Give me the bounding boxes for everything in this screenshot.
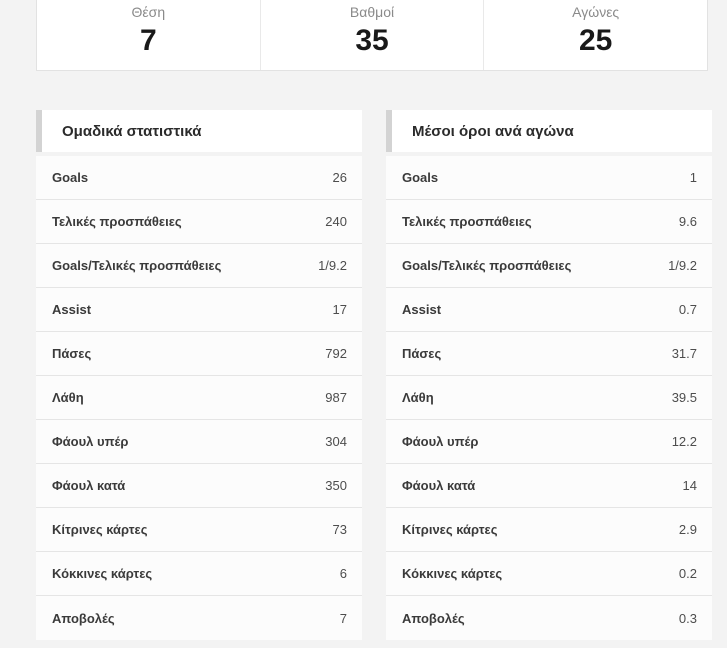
stat-value: 12.2 — [671, 434, 697, 449]
stat-label: Λάθη — [402, 390, 434, 405]
stat-label: Assist — [402, 302, 442, 317]
summary-cell-matches: Αγώνες 25 — [483, 0, 707, 70]
stat-value: 304 — [325, 434, 347, 449]
summary-label-matches: Αγώνες — [572, 4, 620, 20]
stat-label: Κόκκινες κάρτες — [402, 566, 503, 581]
table-row: Τελικές προσπάθειες 9.6 — [386, 200, 712, 244]
table-row: Πάσες 31.7 — [386, 332, 712, 376]
stat-value: 240 — [325, 214, 347, 229]
stat-label: Φάουλ κατά — [402, 478, 476, 493]
table-row: Φάουλ υπέρ 304 — [36, 420, 362, 464]
stat-label: Φάουλ κατά — [52, 478, 126, 493]
table-row: Φάουλ κατά 350 — [36, 464, 362, 508]
table-row: Αποβολές 7 — [36, 596, 362, 640]
stat-value: 0.3 — [678, 610, 697, 626]
table-row: Κόκκινες κάρτες 0.2 — [386, 552, 712, 596]
stat-label: Goals/Τελικές προσπάθειες — [52, 258, 222, 273]
stat-label: Τελικές προσπάθειες — [52, 214, 182, 229]
table-row: Πάσες 792 — [36, 332, 362, 376]
table-row: Κίτρινες κάρτες 2.9 — [386, 508, 712, 552]
summary-value-matches: 25 — [578, 24, 613, 57]
table-row: Φάουλ υπέρ 12.2 — [386, 420, 712, 464]
table-rows-averages-per-match: Goals 1 Τελικές προσπάθειες 9.6 Goals/Τελικέ… — [386, 156, 712, 640]
averages-per-match-table: Μέσοι όροι ανά αγώνα Goals 1 Τελικές προσπ… — [386, 110, 712, 640]
stat-label: Assist — [52, 302, 92, 317]
summary-label-position: Θέση — [131, 4, 166, 20]
stat-value: 0.7 — [678, 302, 697, 317]
stat-label: Αποβολές — [52, 610, 115, 626]
team-statistics-table: Ομαδικά στατιστικά Goals 26 Τελικές προσπά… — [36, 110, 362, 640]
stat-label: Goals/Τελικές προσπάθειες — [402, 258, 572, 273]
stat-value: 0.2 — [678, 566, 697, 581]
stat-value: 39.5 — [671, 390, 697, 405]
stat-label: Τελικές προσπάθειες — [402, 214, 532, 229]
summary-card: Θέση 7 Βαθμοί 35 Αγώνες 25 — [36, 0, 708, 71]
stat-label: Πάσες — [402, 346, 442, 361]
stat-value: 73 — [332, 522, 347, 537]
stat-value: 9.6 — [678, 214, 697, 229]
table-row: Φάουλ κατά 14 — [386, 464, 712, 508]
table-row: Assist 0.7 — [386, 288, 712, 332]
stat-label: Φάουλ υπέρ — [52, 434, 129, 449]
summary-value-position: 7 — [139, 24, 157, 57]
stat-value: 6 — [339, 566, 347, 581]
summary-cell-points: Βαθμοί 35 — [259, 0, 484, 70]
table-row: Κόκκινες κάρτες 6 — [36, 552, 362, 596]
table-row: Goals/Τελικές προσπάθειες 1/9.2 — [386, 244, 712, 288]
table-title-team-statistics: Ομαδικά στατιστικά — [36, 110, 362, 152]
table-row: Αποβολές 0.3 — [386, 596, 712, 640]
table-row: Assist 17 — [36, 288, 362, 332]
stat-label: Λάθη — [52, 390, 84, 405]
stat-label: Κίτρινες κάρτες — [402, 522, 498, 537]
summary-label-points: Βαθμοί — [349, 4, 395, 20]
stat-label: Goals — [52, 170, 89, 185]
stat-value: 1/9.2 — [318, 258, 347, 273]
stat-value: 2.9 — [678, 522, 697, 537]
stat-label: Πάσες — [52, 346, 92, 361]
stat-value: 31.7 — [671, 346, 697, 361]
table-row: Λάθη 39.5 — [386, 376, 712, 420]
summary-cell-position: Θέση 7 — [37, 0, 260, 70]
table-row: Κίτρινες κάρτες 73 — [36, 508, 362, 552]
stat-value: 350 — [325, 478, 347, 493]
stat-value: 987 — [325, 390, 347, 405]
stat-value: 7 — [339, 610, 347, 626]
stat-label: Αποβολές — [402, 610, 465, 626]
stat-label: Κόκκινες κάρτες — [52, 566, 153, 581]
table-row: Goals 1 — [386, 156, 712, 200]
table-row: Goals/Τελικές προσπάθειες 1/9.2 — [36, 244, 362, 288]
summary-value-points: 35 — [355, 24, 389, 57]
table-row: Τελικές προσπάθειες 240 — [36, 200, 362, 244]
stat-value: 17 — [332, 302, 347, 317]
table-rows-team-statistics: Goals 26 Τελικές προσπάθειες 240 Goals/Τελικ… — [36, 156, 362, 640]
stat-value: 792 — [325, 346, 347, 361]
stat-label: Φάουλ υπέρ — [402, 434, 479, 449]
table-title-averages-per-match: Μέσοι όροι ανά αγώνα — [386, 110, 712, 152]
stat-value: 1 — [689, 170, 697, 185]
stat-value: 1/9.2 — [668, 258, 697, 273]
table-row: Λάθη 987 — [36, 376, 362, 420]
stat-label: Κίτρινες κάρτες — [52, 522, 148, 537]
table-row: Goals 26 — [36, 156, 362, 200]
stat-value: 26 — [332, 170, 347, 185]
statistics-tables: Ομαδικά στατιστικά Goals 26 Τελικές προσπά… — [36, 110, 712, 640]
stat-value: 14 — [682, 478, 697, 493]
stat-label: Goals — [402, 170, 439, 185]
